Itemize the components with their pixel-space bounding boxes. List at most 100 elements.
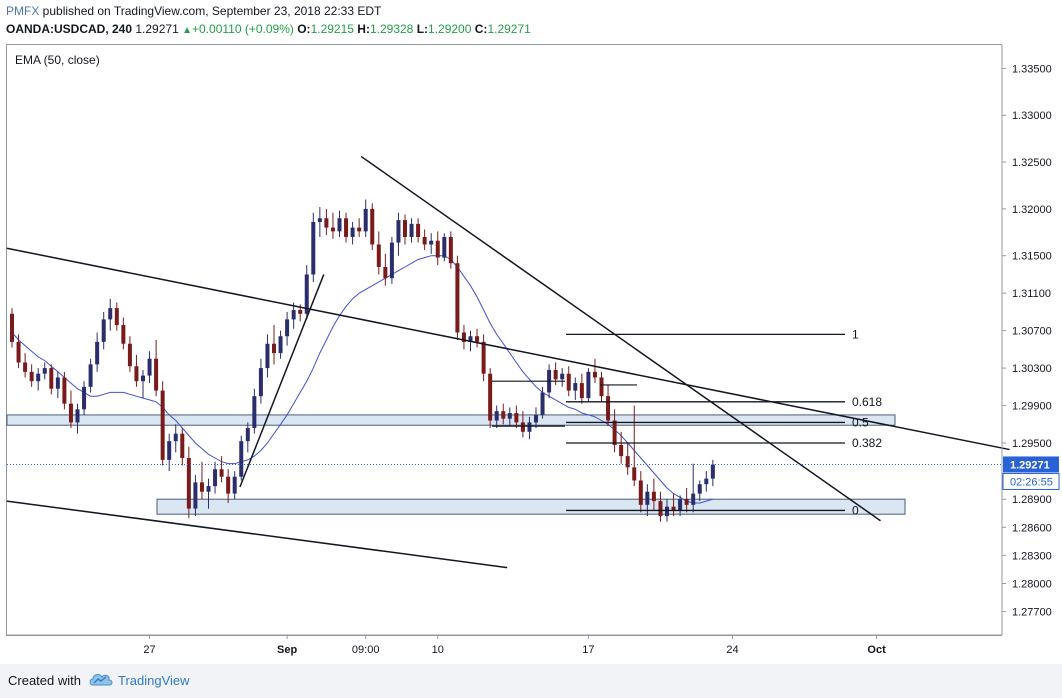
candle-body [645, 491, 650, 505]
candle [232, 471, 237, 500]
candle [389, 236, 394, 284]
candle [370, 203, 375, 251]
candle [625, 443, 630, 475]
candle-body [494, 411, 499, 421]
candle [396, 212, 401, 256]
candle [455, 255, 460, 340]
candle [75, 403, 80, 434]
candle [494, 405, 499, 429]
candle-body [49, 368, 54, 389]
candle-body [684, 499, 689, 505]
y-tick-label: 1.32500 [1012, 157, 1052, 169]
y-tick-label: 1.28300 [1012, 550, 1052, 562]
candle-body [291, 310, 296, 320]
up-triangle-icon: ▲ [182, 25, 193, 36]
candle-body [560, 373, 565, 380]
candle [186, 446, 191, 518]
candle [697, 480, 702, 502]
open-value: 1.29215 [310, 22, 354, 36]
tradingview-link[interactable]: TradingView [118, 673, 190, 688]
candle-body [658, 501, 663, 517]
y-tick-label: 1.28600 [1012, 522, 1052, 534]
candle-body [147, 358, 152, 376]
candle-body [612, 420, 617, 445]
candle [507, 407, 512, 427]
candle-body [252, 396, 257, 429]
candle-body [540, 392, 545, 415]
countdown-tag [1002, 472, 1060, 490]
candle [606, 384, 611, 427]
candle [671, 493, 676, 517]
candle [180, 428, 185, 466]
candle-body [651, 491, 656, 502]
candle-body [304, 274, 309, 314]
candle [82, 381, 87, 415]
candle-body [245, 428, 250, 442]
candle [704, 471, 709, 492]
candle-body [298, 310, 303, 314]
lower-channel-line [6, 500, 508, 569]
candle-body [409, 223, 414, 237]
x-tick-label: 09:00 [352, 644, 380, 656]
candle-body [357, 227, 362, 232]
candle [619, 431, 624, 464]
candle-body [566, 373, 571, 391]
ema-line [11, 255, 714, 504]
candle-body [232, 476, 237, 494]
candle-body [95, 341, 100, 365]
candle [278, 330, 283, 359]
candle [304, 265, 309, 320]
fib-level-label: 1 [852, 327, 859, 341]
candle-body [206, 486, 211, 492]
candle [357, 218, 362, 237]
candle [239, 435, 244, 481]
candle [29, 364, 34, 387]
candle-body [265, 343, 270, 369]
last-price: 1.29271 [135, 22, 179, 36]
candle [311, 212, 316, 282]
candle-body [625, 456, 630, 468]
candle [658, 491, 663, 522]
candle-body [278, 336, 283, 354]
candle [121, 317, 126, 350]
symbol-info: OANDA:USDCAD, 240 1.29271 ▲+0.00110 (+0.… [6, 22, 531, 36]
fib-level-label: 0.382 [852, 436, 882, 450]
candle [141, 369, 145, 399]
candle-body [82, 386, 87, 410]
x-tick-label: 10 [432, 644, 444, 656]
candle [167, 433, 172, 472]
axes-layer: 1.33500 1.33000 1.32500 1.32000 1.31500 1.311… [7, 45, 1060, 656]
candle [710, 459, 715, 487]
candle [55, 371, 60, 399]
ema-indicator-label[interactable]: EMA (50, close) [15, 53, 100, 67]
candle-body [468, 336, 473, 342]
candle-body [442, 236, 447, 258]
candle [678, 495, 683, 517]
candle-body [330, 227, 335, 232]
candle-body [141, 375, 145, 382]
candle [265, 334, 270, 378]
candle-body [337, 218, 342, 232]
x-tick-label: 17 [582, 644, 594, 656]
candle [442, 233, 447, 262]
candle [429, 233, 434, 254]
price-change: +0.00110 (+0.09%) [192, 22, 294, 36]
low-label: L: [416, 22, 429, 36]
candle [23, 353, 28, 378]
candle-body [344, 218, 349, 237]
candle [206, 478, 211, 509]
symbol-name: OANDA:USDCAD, 240 [6, 22, 133, 36]
author-name[interactable]: PMFX [6, 4, 40, 18]
x-tick-label: Oct [867, 644, 886, 656]
candle-body [429, 240, 434, 245]
candle-body [101, 319, 106, 342]
candle-body [619, 444, 624, 457]
candle [501, 403, 506, 425]
candle [324, 208, 329, 236]
last-price-tag [1003, 456, 1059, 473]
candle [534, 407, 538, 429]
candle [226, 469, 231, 503]
last-price-tag-label: 1.29271 [1010, 459, 1050, 471]
candle-body [193, 482, 198, 509]
